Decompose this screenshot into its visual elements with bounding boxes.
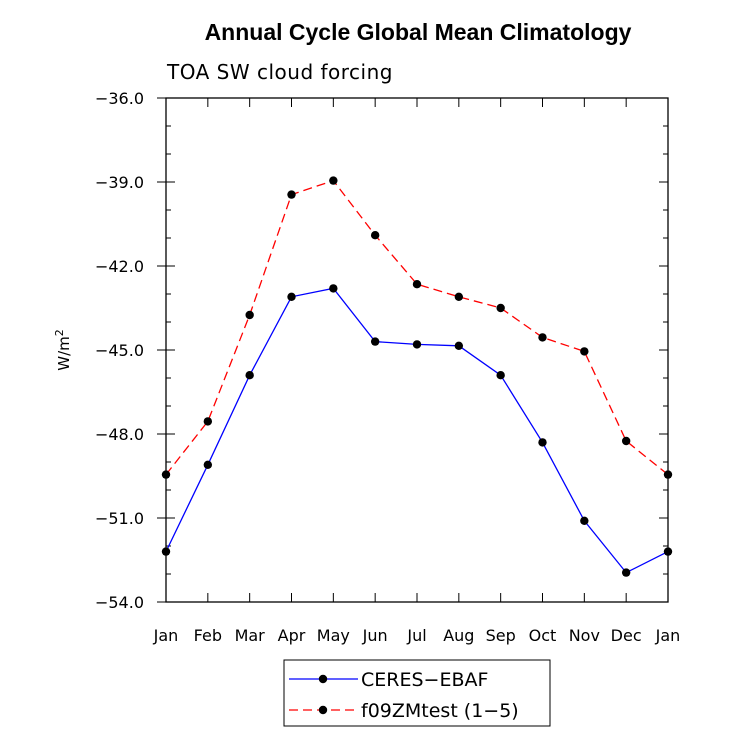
series-2-point bbox=[538, 333, 547, 342]
x-tick-label: Nov bbox=[569, 626, 600, 645]
chart-title: Annual Cycle Global Mean Climatology bbox=[205, 19, 632, 45]
x-tick-label: Aug bbox=[443, 626, 474, 645]
x-tick-label: Oct bbox=[529, 626, 557, 645]
legend: CERES−EBAF f09ZMtest (1−5) bbox=[283, 659, 551, 727]
series-2-point bbox=[580, 347, 589, 356]
x-tick-label: Apr bbox=[278, 626, 306, 645]
series-2-point bbox=[329, 176, 338, 185]
series-1-point bbox=[245, 371, 254, 380]
series-1-point bbox=[621, 568, 631, 577]
x-tick-label: Feb bbox=[194, 626, 222, 645]
y-axis-label-superscript: 2 bbox=[53, 329, 66, 336]
x-tick-label: May bbox=[317, 626, 350, 645]
series-1-point bbox=[203, 460, 213, 469]
series-2-point bbox=[621, 436, 631, 446]
legend-marker-2 bbox=[318, 705, 328, 715]
y-tick-label: −54.0 bbox=[95, 593, 144, 612]
series-line-2 bbox=[165, 179, 669, 476]
series-1-point bbox=[329, 284, 338, 293]
plot-frame bbox=[165, 97, 669, 603]
y-tick-label: −42.0 bbox=[95, 257, 144, 276]
series-2-point bbox=[287, 190, 296, 199]
legend-marker-1 bbox=[318, 674, 328, 684]
x-tick-label: Jul bbox=[406, 626, 426, 645]
series-1-point bbox=[370, 337, 380, 346]
series-2-point bbox=[454, 292, 464, 301]
legend-label-2: f09ZMtest (1−5) bbox=[361, 700, 519, 722]
series-2-point bbox=[203, 417, 213, 426]
series-line-1 bbox=[165, 287, 669, 574]
chart-subtitle: TOA SW cloud forcing bbox=[166, 60, 393, 84]
y-tick-label: −39.0 bbox=[95, 173, 144, 192]
series-2-point bbox=[663, 470, 673, 479]
legend-label-1: CERES−EBAF bbox=[361, 669, 488, 691]
series-1-point bbox=[538, 438, 547, 447]
x-tick-label: Sep bbox=[486, 626, 516, 645]
series-1-point bbox=[454, 341, 464, 350]
series-1-point bbox=[412, 340, 422, 349]
y-tick-label: −45.0 bbox=[95, 341, 144, 360]
series-2-point bbox=[161, 470, 171, 479]
series-1-point bbox=[161, 547, 171, 556]
series-2-point bbox=[245, 310, 254, 320]
series-2-point bbox=[370, 231, 380, 240]
x-tick-label: Dec bbox=[611, 626, 642, 645]
x-tick-label: Mar bbox=[235, 626, 266, 645]
x-tick-label: Jan bbox=[153, 626, 179, 645]
legend-box bbox=[283, 659, 551, 727]
series-2-point bbox=[496, 303, 505, 313]
x-tick-label: Jan bbox=[655, 626, 681, 645]
axes: Jan Feb Mar Apr May Jun Jul Aug Sep Oct Nov Dec Jan−… bbox=[95, 89, 680, 645]
series-1-point bbox=[580, 516, 589, 525]
series-1-point bbox=[663, 547, 673, 556]
y-axis-label: W/m2 bbox=[53, 329, 73, 371]
series-2-point bbox=[412, 280, 422, 289]
y-tick-label: −51.0 bbox=[95, 509, 144, 528]
series-1-point bbox=[287, 292, 296, 301]
x-tick-label: Jun bbox=[362, 626, 388, 645]
series-1-point bbox=[496, 371, 505, 380]
series-layer bbox=[161, 176, 673, 577]
y-tick-label: −48.0 bbox=[95, 425, 144, 444]
y-tick-label: −36.0 bbox=[95, 89, 144, 108]
